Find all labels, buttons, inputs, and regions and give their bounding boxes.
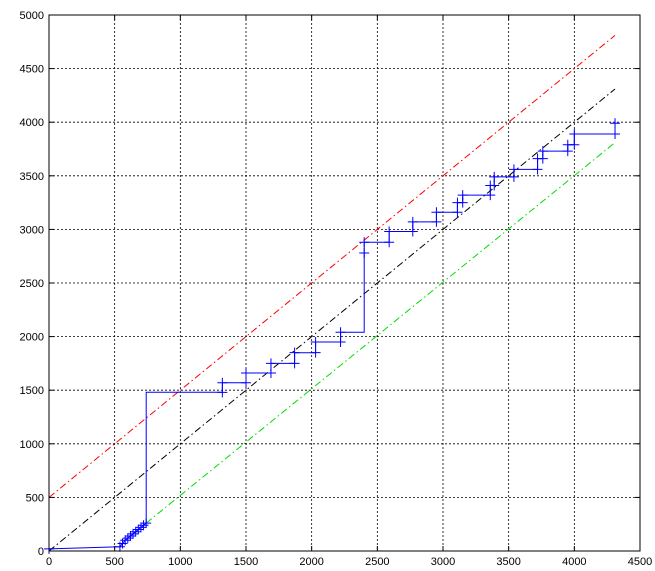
plus-marker	[452, 207, 463, 218]
plus-marker	[217, 387, 228, 398]
plus-marker	[335, 336, 346, 347]
plus-marker	[359, 237, 370, 248]
y-tick-label: 3000	[20, 224, 44, 236]
plus-marker	[125, 530, 136, 541]
plus-marker	[508, 164, 519, 175]
plus-marker	[335, 327, 346, 338]
plus-marker	[569, 128, 580, 139]
y-tick-label: 5000	[20, 10, 44, 22]
plus-marker	[120, 535, 131, 546]
plus-marker	[569, 139, 580, 150]
x-tick-label: 2500	[365, 556, 389, 568]
x-tick-label: 1500	[234, 556, 258, 568]
plus-marker	[384, 226, 395, 237]
y-tick-label: 4500	[20, 64, 44, 76]
axis-ticks	[48, 14, 641, 552]
plus-marker	[431, 207, 442, 218]
reference-lines	[48, 35, 616, 552]
y-tick-label: 2500	[20, 278, 44, 290]
x-tick-label: 500	[105, 556, 123, 568]
plus-marker	[310, 347, 321, 358]
plus-marker	[141, 518, 152, 529]
plus-marker	[289, 347, 300, 358]
x-axis-tick-labels: 0 500 1000 1500 2000 2500 3000 3500 4000 4500	[46, 556, 652, 568]
plus-marker	[489, 171, 500, 182]
plus-marker	[407, 226, 418, 237]
plus-marker	[241, 377, 251, 388]
plus-marker	[532, 164, 543, 175]
plus-marker	[485, 190, 496, 201]
x-tick-label: 3000	[431, 556, 455, 568]
plus-marker	[407, 216, 418, 227]
y-tick-label: 4000	[20, 117, 44, 129]
plus-marker	[138, 520, 149, 531]
x-tick-label: 2000	[299, 556, 323, 568]
x-tick-label: 4500	[628, 556, 652, 568]
x-tick-label: 3500	[496, 556, 520, 568]
plus-marker	[359, 247, 370, 258]
y-tick-label: 1000	[20, 439, 44, 451]
plus-marker	[122, 533, 133, 544]
plus-marker	[289, 358, 300, 369]
y-tick-label: 0	[38, 546, 44, 558]
y-tick-label: 500	[26, 492, 44, 504]
plus-marker	[489, 180, 500, 191]
plus-marker	[135, 522, 146, 533]
plus-marker	[128, 528, 139, 539]
y-axis-tick-labels: 0 500 1000 1500 2000 2500 3000 3500 4000 4500 5000	[20, 10, 44, 558]
plus-marker	[265, 368, 276, 379]
y-tick-label: 3500	[20, 171, 44, 183]
y-tick-label: 2000	[20, 332, 44, 344]
plus-marker	[610, 118, 621, 129]
plus-marker	[241, 368, 251, 379]
reference-line-2	[48, 88, 616, 552]
plus-marker	[431, 216, 442, 227]
x-tick-label: 0	[46, 556, 52, 568]
data-series	[44, 118, 621, 554]
reference-line-1	[48, 35, 616, 498]
plus-marker	[457, 190, 468, 201]
plus-marker	[610, 128, 621, 139]
plus-marker	[537, 146, 548, 157]
plus-marker	[133, 524, 144, 535]
x-tick-label: 1000	[168, 556, 192, 568]
plus-marker	[217, 377, 228, 388]
plus-marker	[384, 237, 395, 248]
y-tick-label: 1500	[20, 385, 44, 397]
x-tick-label: 4000	[562, 556, 586, 568]
plus-marker	[130, 526, 141, 537]
plus-marker	[310, 336, 321, 347]
reference-line-3	[145, 142, 616, 524]
plus-marker	[265, 358, 276, 369]
